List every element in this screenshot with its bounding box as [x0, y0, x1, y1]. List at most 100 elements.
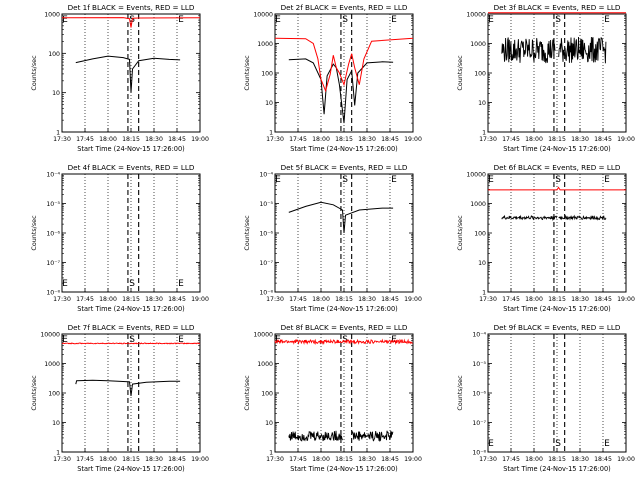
panel-title: Det 9f BLACK = Events, RED = LLD: [494, 323, 621, 332]
x-tick-label: 17:45: [76, 296, 94, 303]
x-tick-label: 18:00: [312, 136, 330, 143]
x-tick-label: 17:30: [479, 136, 497, 143]
y-tick-label: 10: [52, 420, 60, 427]
y-tick-label: 10⁻⁵: [472, 361, 486, 368]
panel-title: Det 7f BLACK = Events, RED = LLD: [68, 323, 195, 332]
event-marker-label: E: [391, 15, 397, 25]
x-tick-label: 17:45: [289, 456, 307, 463]
x-tick-label: 18:15: [335, 296, 353, 303]
x-tick-label: 19:00: [404, 136, 422, 143]
x-tick-label: 19:00: [617, 136, 635, 143]
detector-panel: Det 2f BLACK = Events, RED = LLD Start Ti…: [243, 3, 422, 153]
x-tick-label: 18:30: [145, 136, 163, 143]
y-tick-label: 10: [265, 100, 273, 107]
x-tick-label: 18:45: [168, 296, 186, 303]
y-tick-label: 1000: [44, 361, 60, 368]
x-axis-label: Start Time (24-Nov-15 17:26:00): [503, 465, 611, 473]
y-axis-label: Counts/sec: [30, 215, 38, 251]
x-tick-label: 18:00: [312, 296, 330, 303]
x-axis-label: Start Time (24-Nov-15 17:26:00): [503, 305, 611, 313]
y-tick-label: 10⁻⁸: [259, 290, 273, 297]
x-tick-label: 18:00: [99, 136, 117, 143]
event-marker-label: E: [178, 15, 184, 25]
panel-title: Det 4f BLACK = Events, RED = LLD: [68, 163, 195, 172]
y-axis-label: Counts/sec: [456, 55, 464, 91]
y-tick-label: 10⁻⁶: [46, 231, 60, 238]
x-tick-label: 19:00: [191, 136, 209, 143]
y-axis-label: Counts/sec: [30, 55, 38, 91]
y-tick-label: 1: [269, 450, 273, 457]
y-tick-label: 1: [482, 130, 486, 137]
detector-panel: Det 9f BLACK = Events, RED = LLD Start Ti…: [456, 323, 635, 473]
event-marker-label: E: [62, 335, 68, 345]
plot-frame: [61, 173, 201, 293]
x-tick-label: 18:30: [571, 456, 589, 463]
x-axis-label: Start Time (24-Nov-15 17:26:00): [290, 305, 398, 313]
plot-frame: [487, 333, 627, 453]
event-marker-label: S: [342, 15, 348, 25]
lld-rate-series: [61, 342, 201, 345]
x-tick-label: 17:30: [53, 136, 71, 143]
y-tick-label: 1: [269, 130, 273, 137]
x-tick-label: 18:15: [548, 456, 566, 463]
event-rate-series: [288, 430, 343, 442]
lld-rate-series: [488, 186, 626, 191]
y-tick-label: 10⁻⁸: [46, 290, 60, 297]
x-tick-label: 18:15: [335, 456, 353, 463]
event-marker-label: E: [391, 175, 397, 185]
x-tick-label: 17:30: [266, 136, 284, 143]
y-tick-label: 1000: [470, 41, 486, 48]
panel-title: Det 6f BLACK = Events, RED = LLD: [494, 163, 621, 172]
x-tick-label: 18:30: [358, 136, 376, 143]
event-marker-label: S: [342, 175, 348, 185]
x-tick-label: 18:30: [145, 296, 163, 303]
x-tick-label: 18:45: [381, 136, 399, 143]
lld-rate-series: [274, 37, 414, 93]
x-axis-label: Start Time (24-Nov-15 17:26:00): [503, 145, 611, 153]
x-tick-label: 17:30: [266, 296, 284, 303]
x-tick-label: 18:45: [168, 136, 186, 143]
y-tick-label: 10⁻⁷: [46, 260, 60, 267]
x-tick-label: 18:15: [335, 136, 353, 143]
plot-frame: [61, 13, 201, 133]
y-axis-label: Counts/sec: [456, 215, 464, 251]
x-axis-label: Start Time (24-Nov-15 17:26:00): [77, 465, 185, 473]
x-tick-label: 18:45: [168, 456, 186, 463]
x-tick-label: 17:30: [53, 296, 71, 303]
x-tick-label: 19:00: [191, 456, 209, 463]
event-rate-series: [501, 214, 557, 222]
event-rate-series: [288, 58, 394, 124]
y-tick-label: 10⁻⁴: [472, 332, 486, 339]
event-marker-label: E: [178, 335, 184, 345]
event-marker-label: E: [604, 439, 610, 449]
y-tick-label: 10⁻⁴: [46, 172, 60, 179]
detector-panel: Det 8f BLACK = Events, RED = LLD Start Ti…: [243, 323, 422, 473]
x-tick-label: 17:30: [479, 456, 497, 463]
x-tick-label: 18:00: [99, 456, 117, 463]
panel-title: Det 1f BLACK = Events, RED = LLD: [68, 3, 195, 12]
x-tick-label: 18:15: [122, 296, 140, 303]
x-axis-label: Start Time (24-Nov-15 17:26:00): [290, 145, 398, 153]
x-tick-label: 17:45: [76, 456, 94, 463]
x-tick-label: 19:00: [191, 296, 209, 303]
x-tick-label: 19:00: [617, 296, 635, 303]
x-tick-label: 18:15: [548, 136, 566, 143]
y-tick-label: 100: [48, 51, 60, 58]
event-marker-label: S: [555, 15, 561, 25]
y-tick-label: 10000: [253, 332, 273, 339]
lld-rate-series: [274, 338, 413, 346]
x-tick-label: 18:15: [122, 136, 140, 143]
y-tick-label: 100: [261, 71, 273, 78]
x-tick-label: 18:00: [312, 456, 330, 463]
event-marker-label: E: [488, 15, 494, 25]
event-rate-series: [75, 55, 181, 93]
x-tick-label: 17:45: [76, 136, 94, 143]
detector-panel: Det 3f BLACK = Events, RED = LLD Start Ti…: [456, 3, 635, 153]
x-tick-label: 17:45: [502, 296, 520, 303]
x-tick-label: 18:00: [525, 296, 543, 303]
y-tick-label: 10⁻⁵: [259, 201, 273, 208]
plot-frame: [274, 13, 414, 133]
y-axis-label: Counts/sec: [456, 375, 464, 411]
event-rate-series: [75, 379, 181, 396]
x-tick-label: 18:30: [358, 456, 376, 463]
